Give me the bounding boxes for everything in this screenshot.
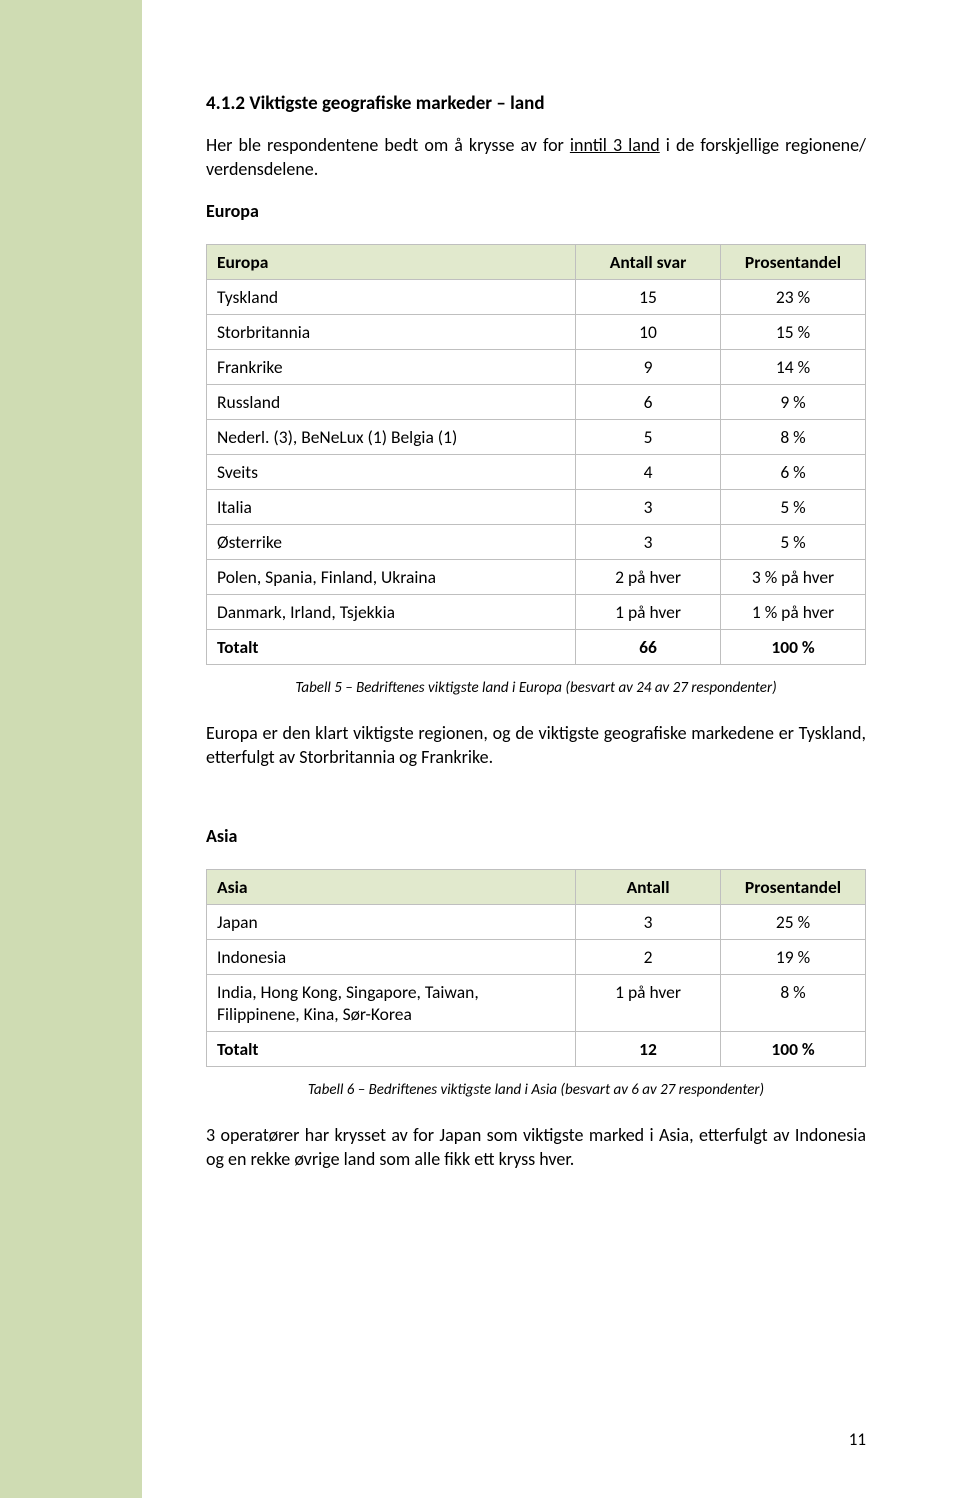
table-total-row: Totalt66100 % [207,629,866,664]
cell-total-count: 66 [576,629,721,664]
cell-label: India, Hong Kong, Singapore, Taiwan, Fil… [207,975,576,1032]
cell-percent: 9 % [721,384,866,419]
left-sidebar-decoration [0,0,142,1498]
cell-percent: 25 % [721,905,866,940]
page-number: 11 [849,1429,866,1450]
cell-percent: 19 % [721,940,866,975]
table-row: Indonesia219 % [207,940,866,975]
cell-percent: 3 % på hver [721,559,866,594]
cell-percent: 5 % [721,489,866,524]
table-row: India, Hong Kong, Singapore, Taiwan, Fil… [207,975,866,1032]
cell-total-label: Totalt [207,629,576,664]
asia-table: Asia Antall Prosentandel Japan325 % Indo… [206,869,866,1067]
europe-summary: Europa er den klart viktigste regionen, … [206,721,866,770]
cell-count: 2 [576,940,721,975]
cell-total-percent: 100 % [721,629,866,664]
table-row: Storbritannia1015 % [207,314,866,349]
cell-count: 6 [576,384,721,419]
cell-percent: 23 % [721,279,866,314]
cell-percent: 15 % [721,314,866,349]
cell-percent: 8 % [721,419,866,454]
cell-label: Polen, Spania, Finland, Ukraina [207,559,576,594]
col-header-label: Europa [207,244,576,279]
table-row: Russland69 % [207,384,866,419]
table-total-row: Totalt12100 % [207,1032,866,1067]
table-header-row: Asia Antall Prosentandel [207,870,866,905]
cell-count: 10 [576,314,721,349]
cell-total-percent: 100 % [721,1032,866,1067]
cell-label: Sveits [207,454,576,489]
table-row: Polen, Spania, Finland, Ukraina2 på hver… [207,559,866,594]
intro-underlined: inntil 3 land [570,134,660,156]
europe-table-caption: Tabell 5 – Bedriftenes viktigste land i … [206,679,866,697]
cell-total-label: Totalt [207,1032,576,1067]
table-row: Frankrike914 % [207,349,866,384]
cell-label: Frankrike [207,349,576,384]
cell-label: Nederl. (3), BeNeLux (1) Belgia (1) [207,419,576,454]
cell-count: 4 [576,454,721,489]
cell-label: Storbritannia [207,314,576,349]
cell-count: 3 [576,905,721,940]
europe-table: Europa Antall svar Prosentandel Tyskland… [206,244,866,665]
col-header-percent: Prosentandel [721,870,866,905]
section-heading: 4.1.2 Viktigste geografiske markeder – l… [206,92,866,115]
table-header-row: Europa Antall svar Prosentandel [207,244,866,279]
table-row: Tyskland1523 % [207,279,866,314]
cell-label: Russland [207,384,576,419]
cell-percent: 14 % [721,349,866,384]
table-row: Danmark, Irland, Tsjekkia1 på hver1 % på… [207,594,866,629]
cell-percent: 6 % [721,454,866,489]
cell-percent: 8 % [721,975,866,1032]
col-header-count: Antall svar [576,244,721,279]
intro-paragraph: Her ble respondentene bedt om å krysse a… [206,133,866,182]
col-header-label: Asia [207,870,576,905]
cell-count: 15 [576,279,721,314]
cell-count: 3 [576,489,721,524]
cell-count: 9 [576,349,721,384]
cell-percent: 1 % på hver [721,594,866,629]
cell-count: 1 på hver [576,594,721,629]
col-header-percent: Prosentandel [721,244,866,279]
cell-label: Japan [207,905,576,940]
europe-label: Europa [206,200,866,222]
page-container: 4.1.2 Viktigste geografiske markeder – l… [0,0,960,1498]
cell-count: 2 på hver [576,559,721,594]
cell-percent: 5 % [721,524,866,559]
document-content: 4.1.2 Viktigste geografiske markeder – l… [142,0,960,1498]
cell-count: 5 [576,419,721,454]
cell-total-count: 12 [576,1032,721,1067]
cell-label: Tyskland [207,279,576,314]
table-row: Sveits46 % [207,454,866,489]
cell-label: Østerrike [207,524,576,559]
asia-summary: 3 operatører har krysset av for Japan so… [206,1123,866,1172]
cell-count: 1 på hver [576,975,721,1032]
col-header-count: Antall [576,870,721,905]
cell-label: Indonesia [207,940,576,975]
cell-count: 3 [576,524,721,559]
intro-text-1: Her ble respondentene bedt om å krysse a… [206,134,570,156]
table-row: Italia35 % [207,489,866,524]
asia-label: Asia [206,825,866,847]
table-row: Nederl. (3), BeNeLux (1) Belgia (1)58 % [207,419,866,454]
asia-table-caption: Tabell 6 – Bedriftenes viktigste land i … [206,1081,866,1099]
table-row: Østerrike35 % [207,524,866,559]
cell-label: Danmark, Irland, Tsjekkia [207,594,576,629]
table-row: Japan325 % [207,905,866,940]
cell-label: Italia [207,489,576,524]
